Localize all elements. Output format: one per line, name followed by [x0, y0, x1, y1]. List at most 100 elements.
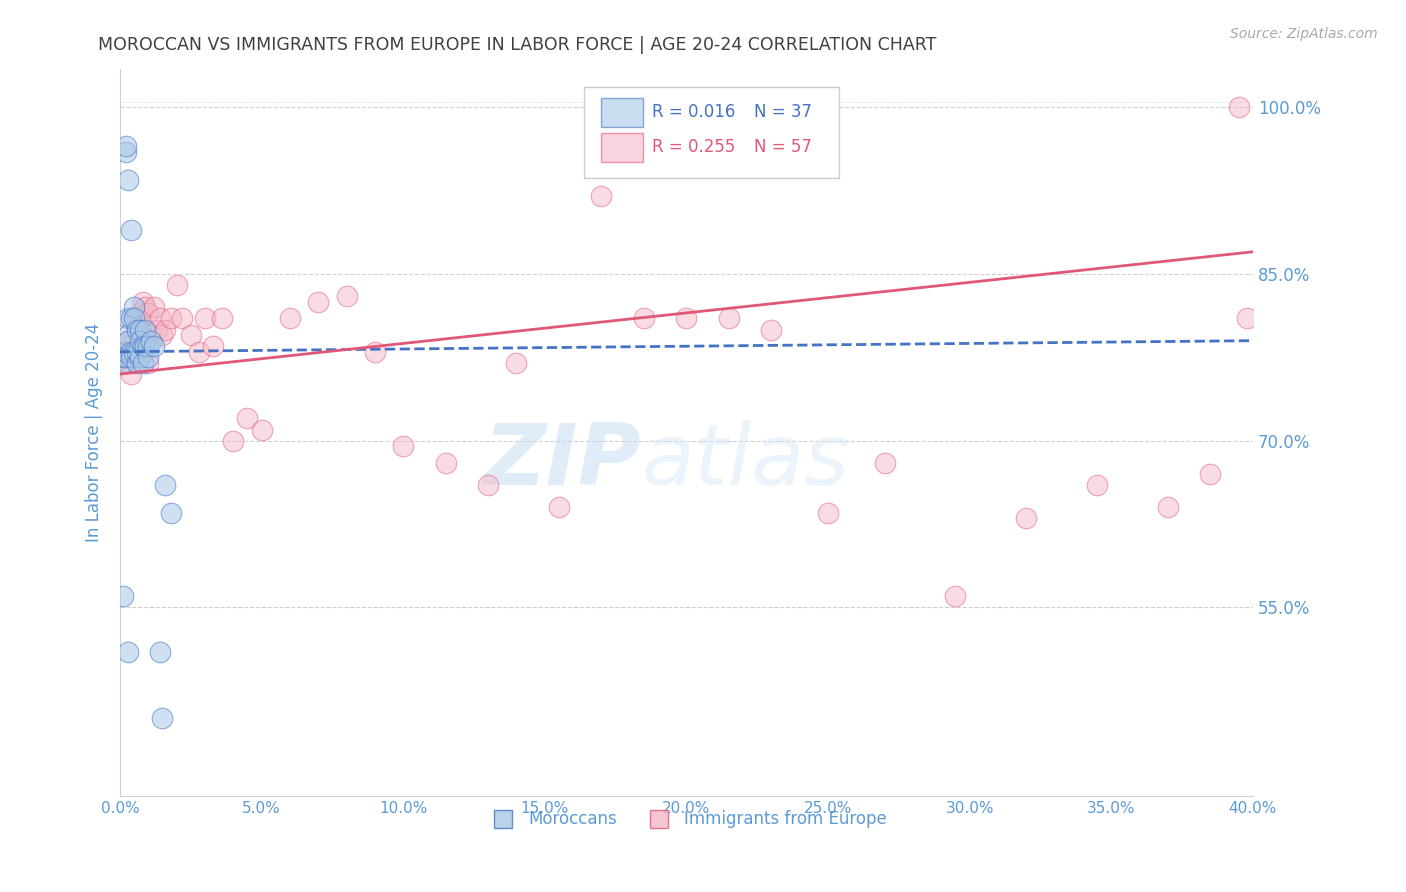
Point — [111, 589, 134, 603]
Text: ZIP: ZIP — [484, 420, 641, 503]
Point — [278, 311, 301, 326]
Point — [125, 356, 148, 370]
Point — [142, 301, 165, 315]
Point — [128, 306, 150, 320]
Point — [131, 294, 153, 309]
Point — [211, 311, 233, 326]
Legend: Moroccans, Immigrants from Europe: Moroccans, Immigrants from Europe — [479, 804, 893, 835]
Point — [717, 311, 740, 326]
Point — [160, 506, 183, 520]
Point — [114, 139, 136, 153]
Point — [117, 334, 139, 348]
FancyBboxPatch shape — [602, 133, 644, 161]
Point — [149, 645, 172, 659]
Point — [146, 322, 169, 336]
Point — [128, 322, 150, 336]
Point — [1015, 511, 1038, 525]
Point — [117, 311, 139, 326]
Point — [111, 344, 134, 359]
Point — [172, 311, 194, 326]
Point — [134, 339, 156, 353]
Point — [120, 344, 142, 359]
Point — [120, 344, 142, 359]
Point — [236, 411, 259, 425]
Point — [117, 356, 139, 370]
Point — [122, 311, 145, 326]
Point — [873, 456, 896, 470]
Point — [134, 301, 156, 315]
Point — [114, 351, 136, 365]
Point — [152, 711, 174, 725]
Point — [155, 322, 177, 336]
Text: N = 57: N = 57 — [755, 138, 813, 156]
Point — [125, 311, 148, 326]
Point — [202, 339, 225, 353]
Point — [180, 328, 202, 343]
Point — [1199, 467, 1222, 481]
Point — [139, 328, 162, 343]
Point — [591, 189, 613, 203]
Point — [136, 306, 159, 320]
Point — [188, 344, 211, 359]
Point — [131, 339, 153, 353]
Point — [152, 328, 174, 343]
Point — [392, 439, 415, 453]
Point — [222, 434, 245, 448]
Point — [194, 311, 217, 326]
Point — [136, 356, 159, 370]
Point — [136, 351, 159, 365]
Point — [633, 311, 655, 326]
Text: R = 0.255: R = 0.255 — [652, 138, 735, 156]
Point — [250, 423, 273, 437]
Text: MOROCCAN VS IMMIGRANTS FROM EUROPE IN LABOR FORCE | AGE 20-24 CORRELATION CHART: MOROCCAN VS IMMIGRANTS FROM EUROPE IN LA… — [98, 36, 936, 54]
Point — [122, 344, 145, 359]
Point — [114, 344, 136, 359]
Text: atlas: atlas — [641, 420, 849, 503]
Point — [1157, 500, 1180, 515]
Point — [131, 344, 153, 359]
Point — [434, 456, 457, 470]
Text: R = 0.016: R = 0.016 — [652, 103, 735, 121]
Point — [117, 645, 139, 659]
Point — [120, 351, 142, 365]
Point — [149, 311, 172, 326]
Point — [128, 311, 150, 326]
Point — [160, 311, 183, 326]
Point — [120, 222, 142, 236]
Point — [136, 339, 159, 353]
Text: N = 37: N = 37 — [755, 103, 813, 121]
Point — [155, 478, 177, 492]
Point — [117, 328, 139, 343]
Point — [128, 334, 150, 348]
Point — [675, 311, 697, 326]
Point — [117, 172, 139, 186]
Point — [548, 500, 571, 515]
Point — [125, 322, 148, 336]
Point — [166, 278, 188, 293]
Point — [111, 351, 134, 365]
Point — [131, 356, 153, 370]
Point — [111, 356, 134, 370]
Point — [125, 322, 148, 336]
Point — [122, 311, 145, 326]
Text: Source: ZipAtlas.com: Source: ZipAtlas.com — [1230, 27, 1378, 41]
Point — [120, 311, 142, 326]
Point — [134, 322, 156, 336]
Point — [505, 356, 527, 370]
Point — [139, 334, 162, 348]
FancyBboxPatch shape — [585, 87, 839, 178]
Point — [122, 334, 145, 348]
Point — [122, 301, 145, 315]
FancyBboxPatch shape — [602, 97, 644, 127]
Point — [114, 351, 136, 365]
Y-axis label: In Labor Force | Age 20-24: In Labor Force | Age 20-24 — [86, 323, 103, 542]
Point — [1085, 478, 1108, 492]
Point — [125, 344, 148, 359]
Point — [1236, 311, 1258, 326]
Point — [114, 145, 136, 159]
Point — [128, 351, 150, 365]
Point — [761, 322, 783, 336]
Point — [1227, 100, 1250, 114]
Point — [364, 344, 387, 359]
Point — [945, 589, 967, 603]
